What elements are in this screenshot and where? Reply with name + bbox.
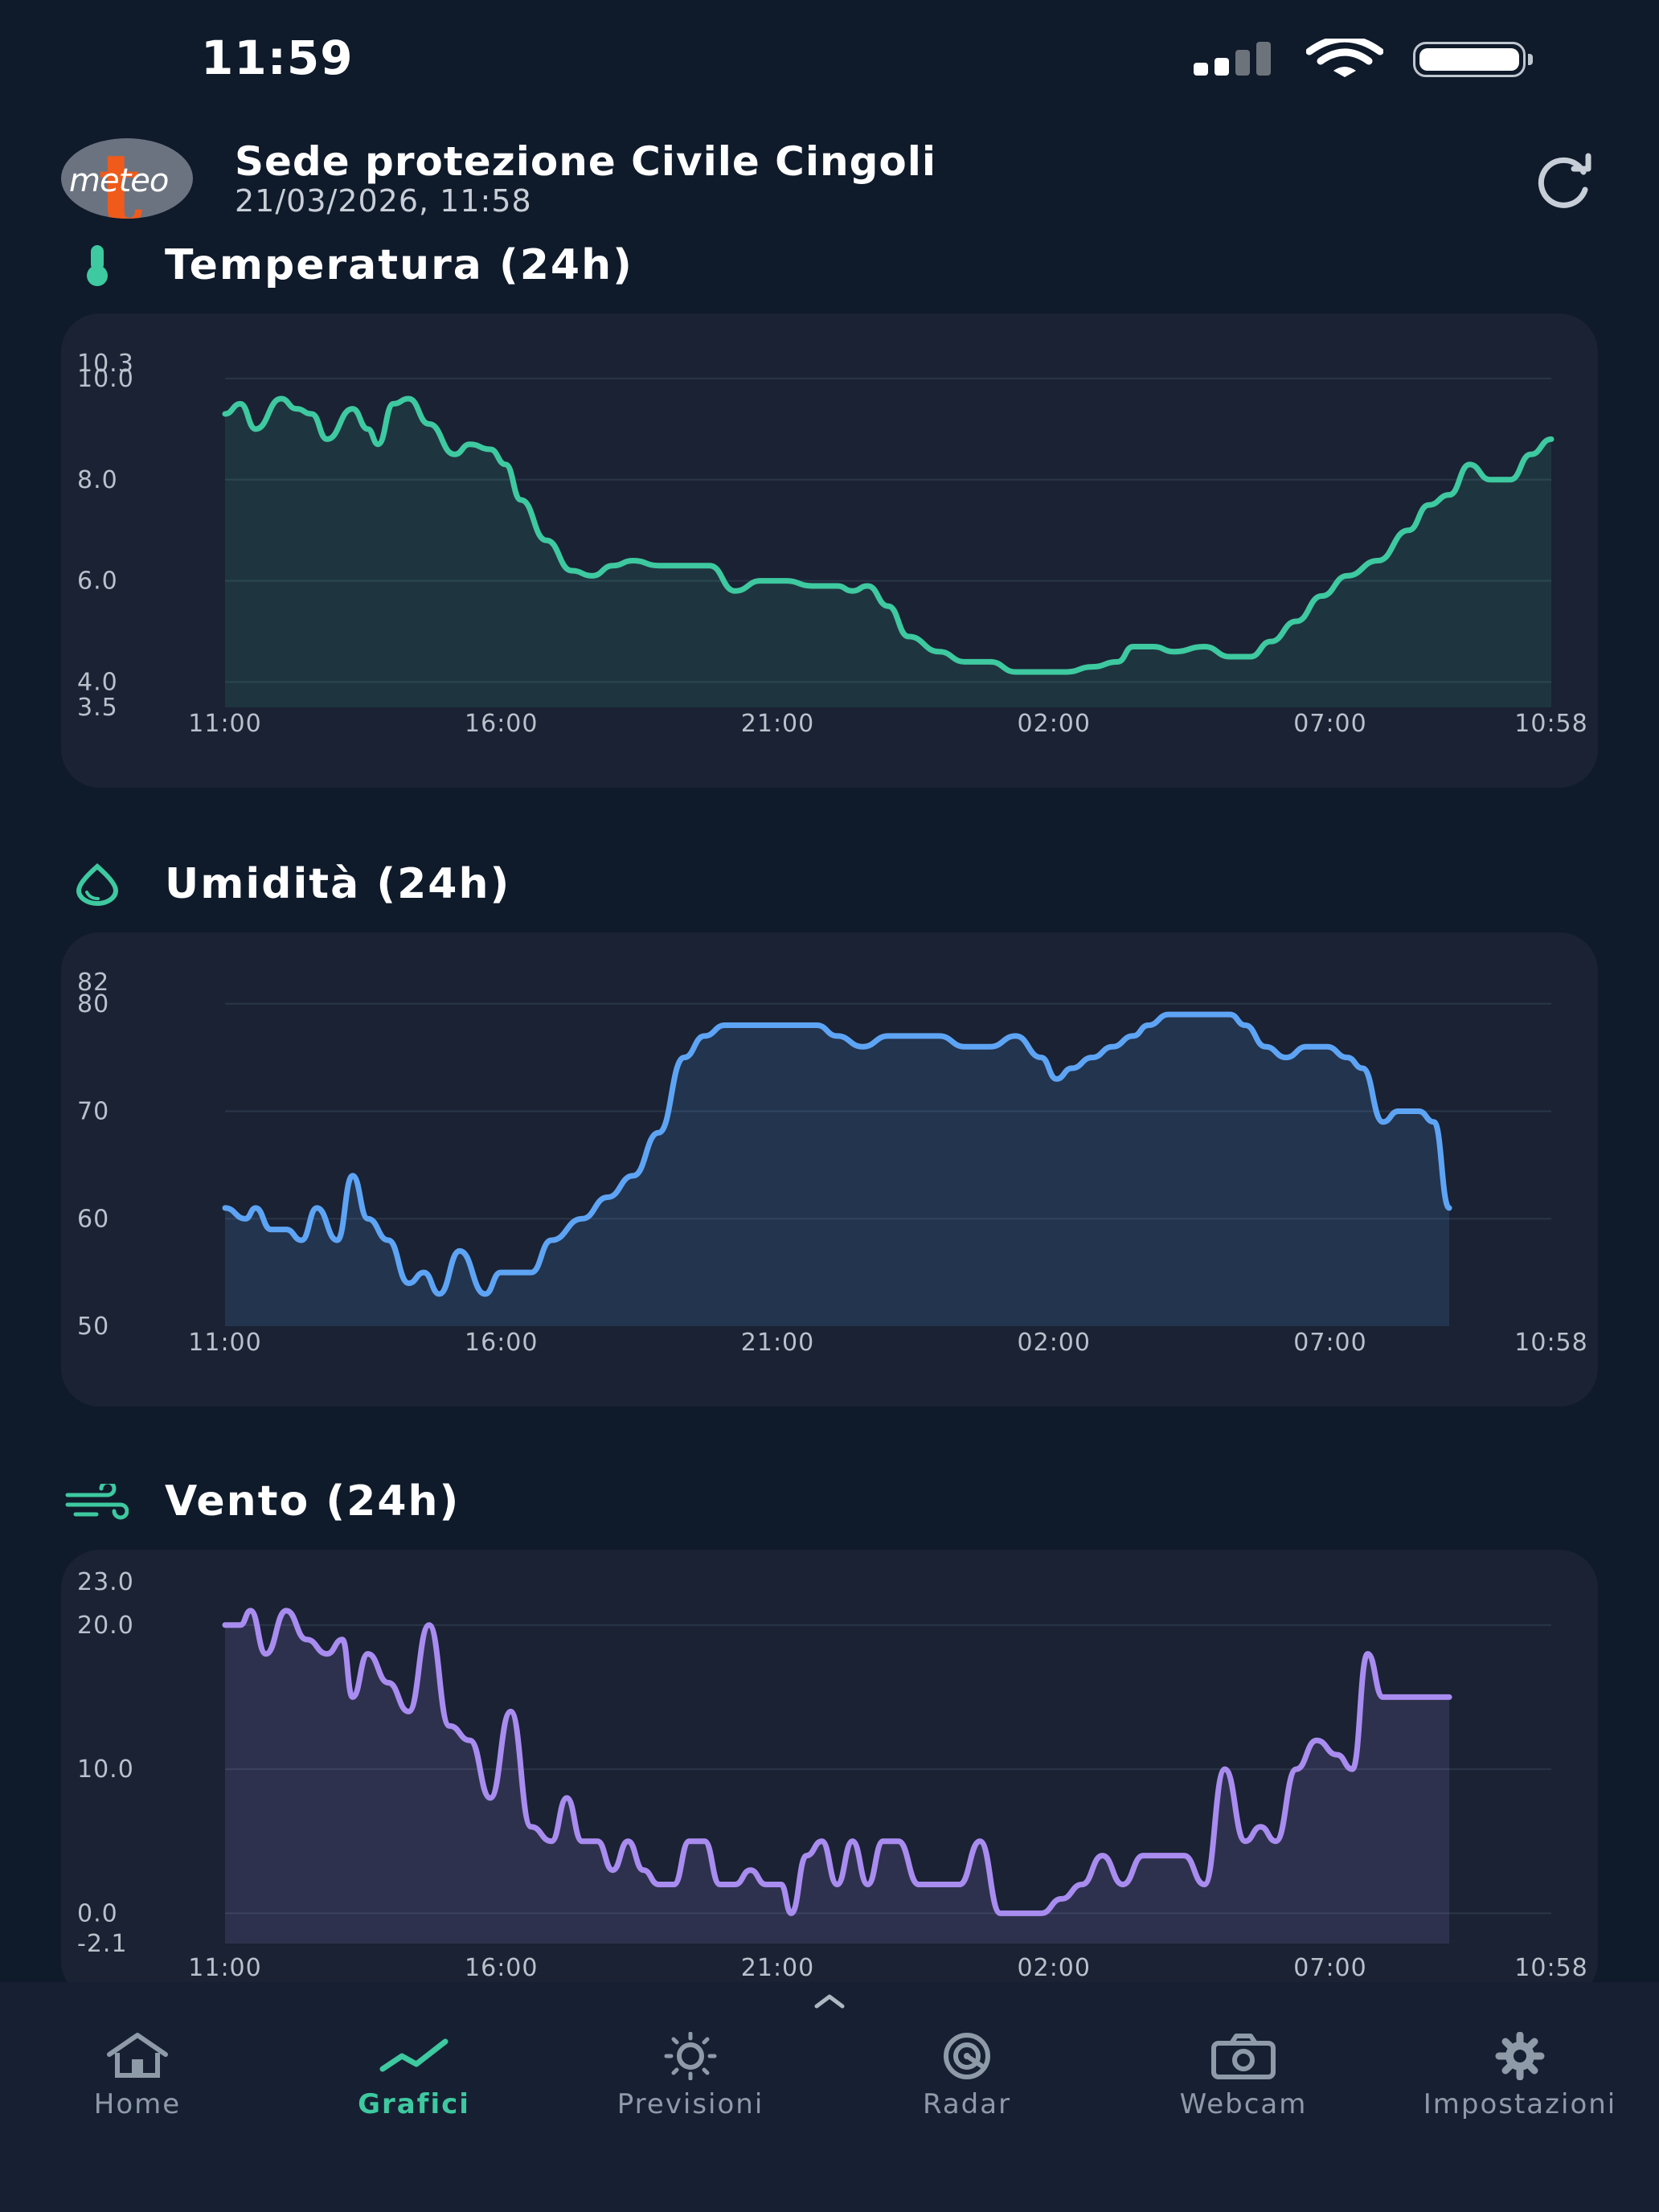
thermometer-icon — [87, 245, 108, 286]
x-tick-label: 21:00 — [741, 1954, 814, 1982]
droplet-icon — [76, 863, 119, 906]
series-area — [225, 1014, 1450, 1326]
x-tick-label: 16:00 — [465, 710, 538, 738]
refresh-icon[interactable] — [1532, 153, 1596, 209]
y-tick-label: -2.1 — [77, 1930, 128, 1958]
y-tick-label: 3.5 — [77, 694, 118, 722]
nav-item-impostazioni[interactable]: Impostazioni — [1399, 2031, 1641, 2120]
x-tick-label: 10:58 — [1514, 1954, 1587, 1982]
x-tick-label: 21:00 — [741, 1329, 814, 1357]
station-name: Sede protezione Civile Cingoli — [235, 138, 937, 185]
y-tick-label: 10.0 — [77, 1755, 134, 1784]
series-area — [225, 399, 1551, 707]
nav-item-previsioni[interactable]: Previsioni — [570, 2031, 811, 2120]
x-tick-label: 10:58 — [1514, 710, 1587, 738]
camera-icon — [1211, 2034, 1276, 2079]
sun-icon — [664, 2031, 717, 2081]
x-tick-label: 02:00 — [1018, 710, 1091, 738]
y-tick-label: 23.0 — [77, 1568, 134, 1596]
x-tick-label: 07:00 — [1293, 1329, 1366, 1357]
chevron-up-icon[interactable] — [812, 1992, 847, 2011]
series-area — [225, 1610, 1450, 1944]
wind-chart: -2.1 0.0 10.0 20.0 23.0 11:00 16:00 21:00 02:00 0… — [77, 1568, 1587, 1982]
x-tick-label: 21:00 — [741, 710, 814, 738]
wifi-icon — [1306, 39, 1383, 77]
y-tick-label: 70 — [77, 1098, 109, 1126]
y-tick-label: 10.0 — [77, 365, 134, 393]
y-tick-label: 10.3 — [77, 350, 134, 378]
meteo-logo: t meteo — [61, 138, 193, 219]
battery-icon — [1413, 42, 1533, 77]
series-line — [222, 1608, 1452, 1916]
gear-icon — [1495, 2031, 1545, 2081]
y-tick-label: 6.0 — [77, 567, 118, 596]
home-icon — [107, 2033, 168, 2078]
nav-item-webcam[interactable]: Webcam — [1123, 2032, 1364, 2120]
y-tick-label: 82 — [77, 969, 109, 997]
y-tick-label: 60 — [77, 1205, 109, 1233]
y-tick-label: 8.0 — [77, 466, 118, 494]
nav-item-radar[interactable]: Radar — [846, 2032, 1088, 2120]
bottom-nav — [0, 1982, 1659, 2212]
series-line — [222, 1011, 1452, 1297]
humidity-section-title: Umidità (24h) — [165, 860, 511, 908]
humidity-chart-card: 50 60 70 80 82 11:00 16:00 21:00 02:00 07:00 10:58 — [61, 932, 1598, 1407]
nav-item-home[interactable]: Home — [17, 2032, 258, 2120]
y-tick-label: 80 — [77, 990, 109, 1018]
station-datetime: 21/03/2026, 11:58 — [235, 183, 532, 219]
y-tick-label: 20.0 — [77, 1612, 134, 1640]
temperature-chart: 3.54.0 6.0 8.0 10.010.3 11:00 16:00 21:00 02:00… — [77, 350, 1587, 738]
x-tick-label: 02:00 — [1018, 1954, 1091, 1982]
x-tick-label: 02:00 — [1018, 1329, 1091, 1357]
x-tick-label: 07:00 — [1293, 710, 1366, 738]
wind-chart-card: -2.1 0.0 10.0 20.0 23.0 11:00 16:00 21:00 02:00 0… — [61, 1550, 1598, 2000]
temperature-chart-card: 3.5 4.0 6.0 8.0 10.0 10.3 11:00 16:00 21:00 02:00… — [61, 313, 1598, 788]
chart-icon — [379, 2038, 449, 2072]
x-tick-label: 11:00 — [188, 1329, 261, 1357]
wind-section-title: Vento (24h) — [165, 1477, 461, 1526]
status-time: 11:59 — [201, 31, 354, 85]
wind-icon — [65, 1484, 129, 1520]
x-tick-label: 16:00 — [465, 1954, 538, 1982]
nav-item-grafici[interactable]: Grafici — [293, 2032, 535, 2120]
series-line — [222, 395, 1555, 675]
y-tick-label: 50 — [77, 1313, 109, 1341]
x-tick-label: 16:00 — [465, 1329, 538, 1357]
radar-icon — [944, 2033, 990, 2079]
y-tick-label: 4.0 — [77, 669, 118, 697]
y-tick-label: 0.0 — [77, 1899, 118, 1927]
x-tick-label: 11:00 — [188, 710, 261, 738]
signal-strength-icon — [1194, 42, 1282, 76]
temperature-section-title: Temperatura (24h) — [165, 241, 633, 289]
x-tick-label: 11:00 — [188, 1954, 261, 1982]
x-tick-label: 10:58 — [1514, 1329, 1587, 1357]
x-tick-label: 07:00 — [1293, 1954, 1366, 1982]
